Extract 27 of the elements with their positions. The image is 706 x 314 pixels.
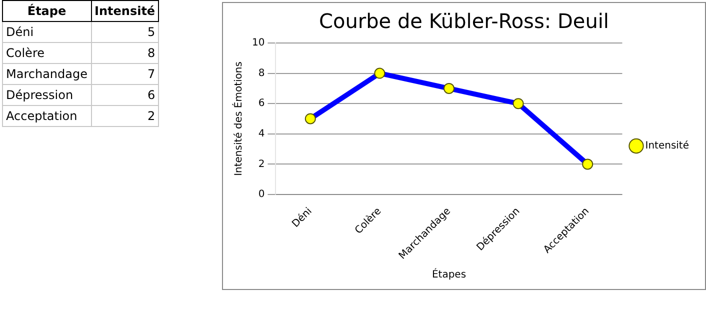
- category-label: Acceptation: [2, 106, 92, 126]
- point: [512, 98, 524, 110]
- text: Intensité: [91, 0, 159, 22]
- point: [443, 82, 454, 94]
- data-label: 5: [91, 22, 159, 42]
- y-tick-label: 10: [252, 38, 265, 49]
- category-label: Déni: [2, 22, 92, 42]
- data-label: 8: [91, 42, 159, 64]
- point: [374, 68, 386, 79]
- y-tick-label: 6: [258, 98, 265, 110]
- point: [304, 113, 316, 124]
- y-tick-label: 4: [258, 128, 265, 140]
- y-tick-label: 0: [258, 189, 265, 200]
- legend-label: Intensité: [645, 140, 690, 152]
- category-label: Marchandage: [2, 64, 92, 84]
- y-tick-label: 2: [258, 158, 265, 170]
- data-label: 7: [91, 64, 159, 84]
- chart-title: Courbe de Kübler-Ross: Deuil: [319, 9, 609, 34]
- data-label: 6: [91, 84, 159, 106]
- text: Étape: [2, 0, 92, 22]
- category-label: Colère: [2, 42, 92, 64]
- category-label: Dépression: [2, 84, 92, 106]
- y-axis-title: Intensité des Émotions: [232, 62, 245, 176]
- point: [582, 158, 594, 170]
- y-tick-label: 8: [258, 68, 265, 79]
- x-axis-title: Étapes: [432, 268, 466, 281]
- data-label: 2: [91, 106, 159, 126]
